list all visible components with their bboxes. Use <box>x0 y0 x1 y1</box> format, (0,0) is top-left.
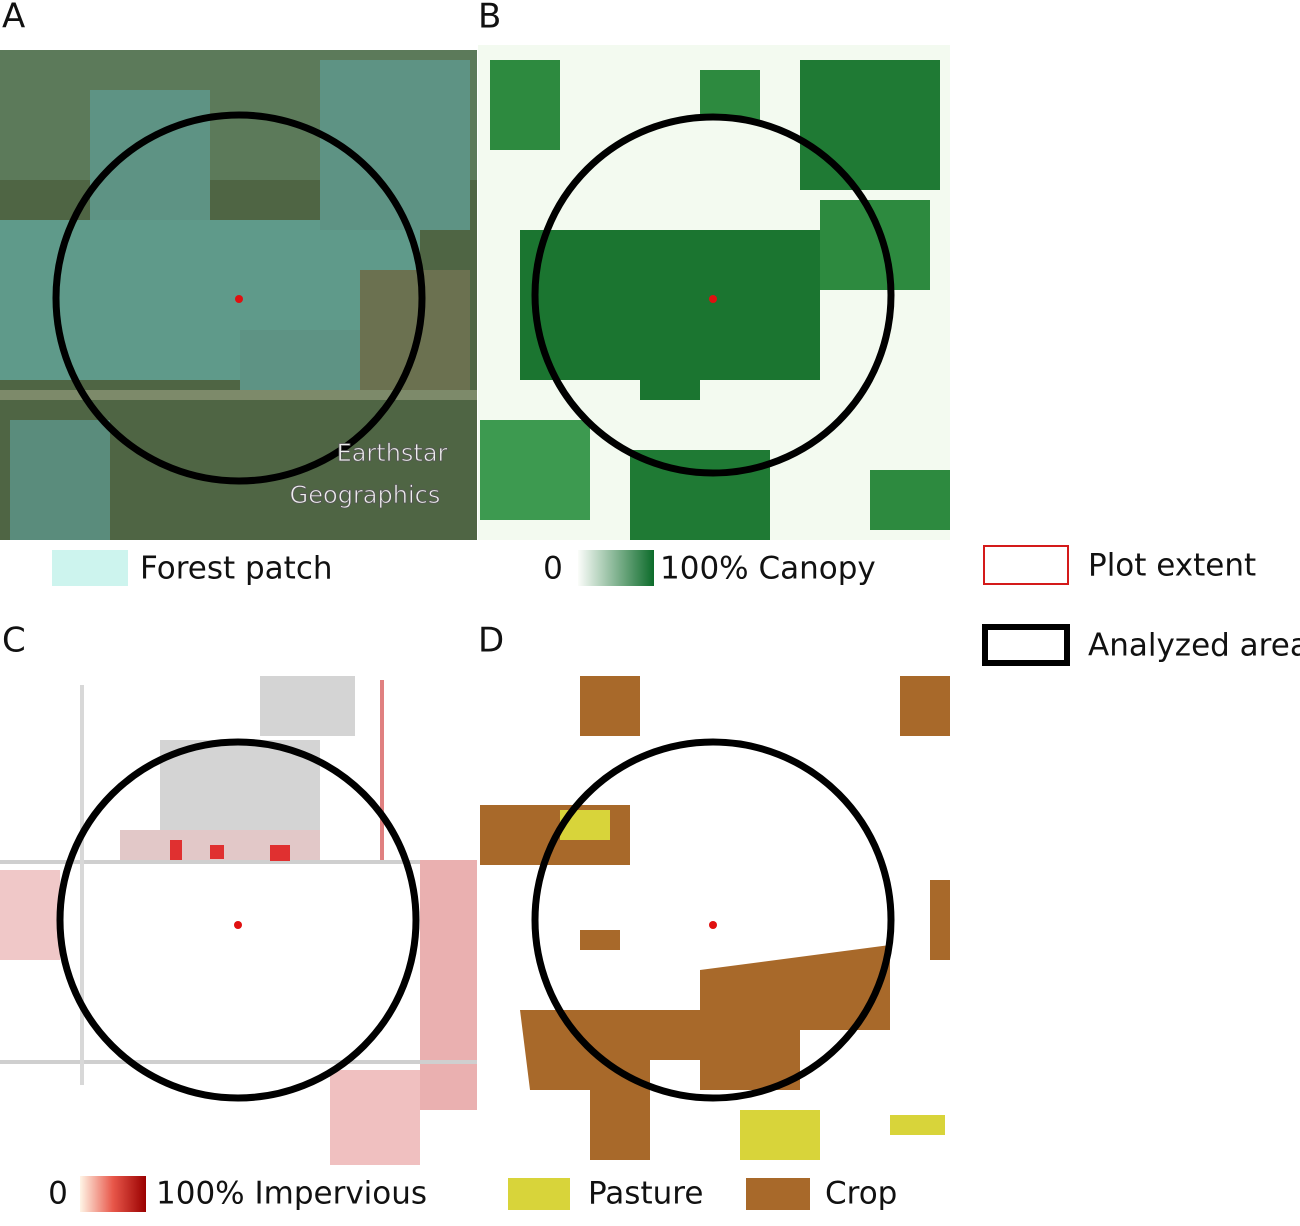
plot-extent <box>709 295 717 303</box>
panel-label: A <box>2 0 25 37</box>
legend-gradient <box>578 550 654 586</box>
satellite-map <box>0 50 477 540</box>
landuse-map <box>480 675 950 1165</box>
key-label: Analyzed area <box>1088 628 1300 664</box>
analyzed-area <box>531 738 895 1102</box>
analyzed-area <box>56 738 420 1102</box>
legend-swatch <box>52 550 128 586</box>
analyzed-area <box>52 111 426 485</box>
plot-extent <box>234 921 242 929</box>
panel-label: C <box>2 621 26 661</box>
key-swatch <box>982 624 1070 666</box>
legend-gradient <box>80 1176 146 1212</box>
key-swatch <box>983 545 1069 585</box>
key-label: Plot extent <box>1088 548 1256 584</box>
plot-extent <box>709 921 717 929</box>
analyzed-area <box>531 113 895 477</box>
attribution: Earthstar <box>337 439 448 467</box>
legend-swatch <box>508 1178 570 1210</box>
legend-label: 100% Impervious <box>156 1176 427 1212</box>
canopy-map <box>478 45 950 540</box>
legend-swatch <box>746 1178 810 1210</box>
legend-label: 100% Canopy <box>660 551 876 587</box>
legend-label: Pasture <box>588 1176 703 1212</box>
legend-label: Forest patch <box>140 551 333 587</box>
panel-label: B <box>478 0 501 37</box>
legend-label: 0 <box>543 551 563 587</box>
legend-label: Crop <box>825 1176 897 1212</box>
attribution: Geographics <box>290 481 441 509</box>
legend-label: 0 <box>48 1176 68 1212</box>
plot-extent <box>235 295 243 303</box>
panel-label: D <box>478 621 504 661</box>
impervious-map <box>0 675 477 1165</box>
